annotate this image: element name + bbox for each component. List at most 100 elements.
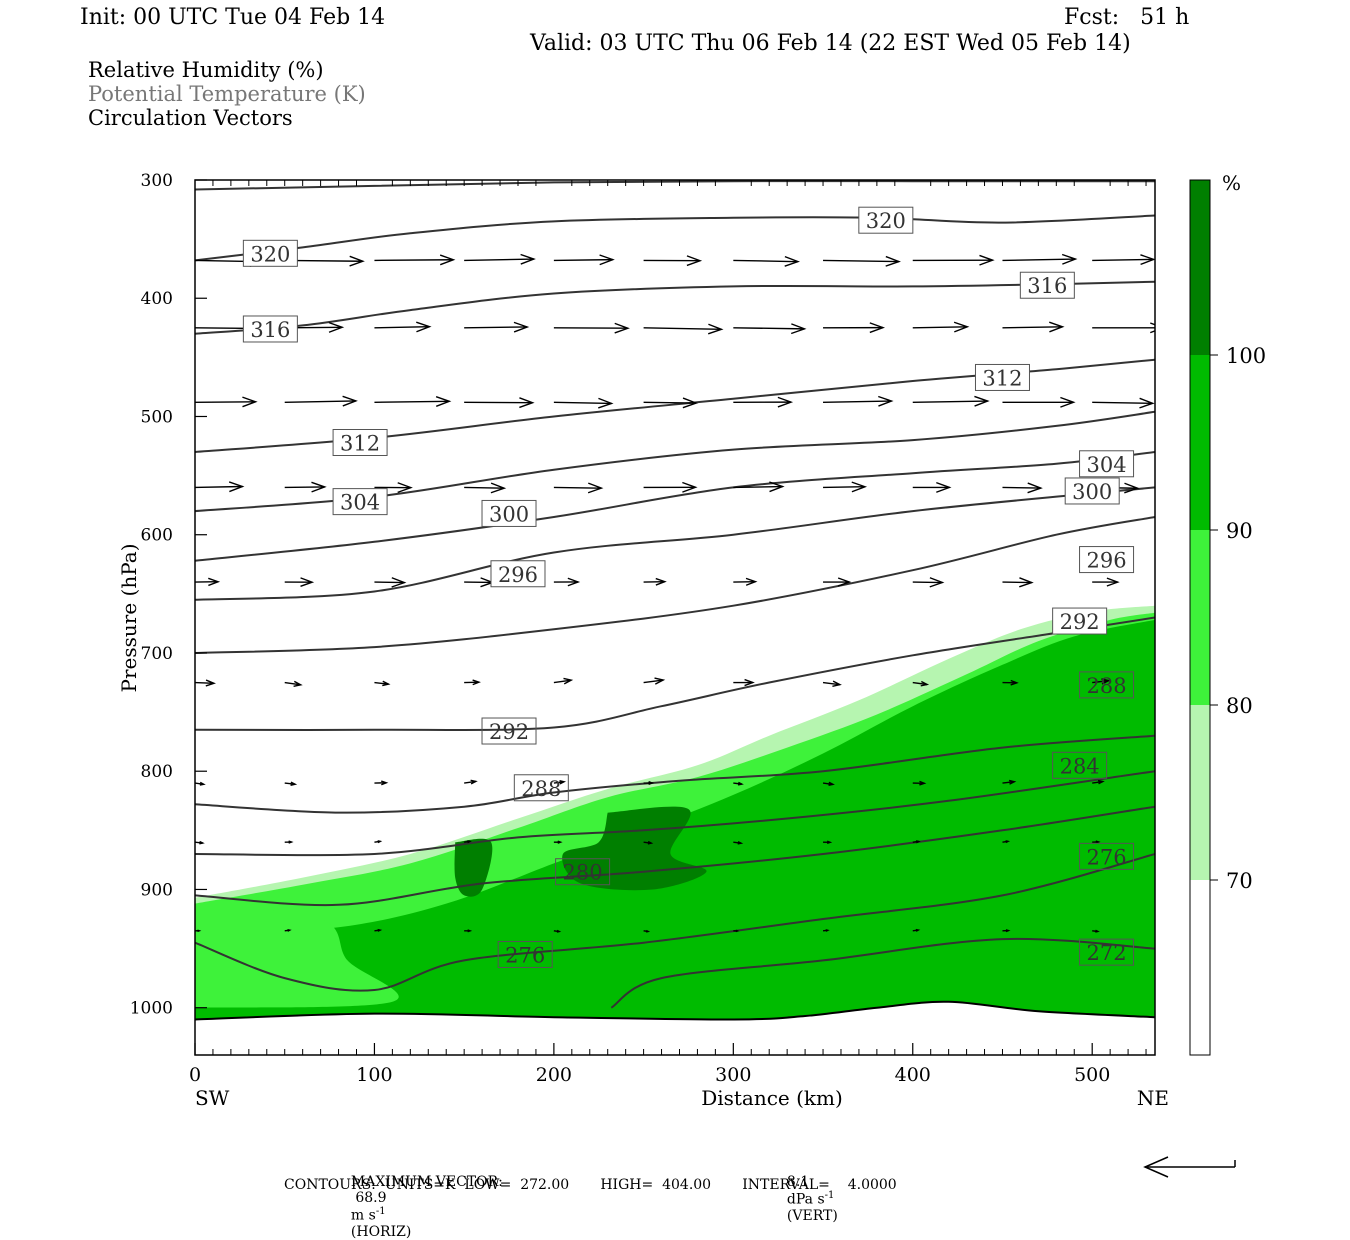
vector-arrow xyxy=(733,930,737,931)
vector-arrow xyxy=(1092,578,1117,586)
theta-label-312-0: 312 xyxy=(333,430,387,456)
svg-text:300: 300 xyxy=(1072,480,1112,504)
theta-label-300-1: 300 xyxy=(1065,478,1119,504)
vector-arrow xyxy=(733,578,755,585)
colorbar-segment-3 xyxy=(1190,355,1210,530)
colorbar-segment-1 xyxy=(1190,705,1210,880)
vector-arrow xyxy=(195,841,203,843)
horiz-unit: m s xyxy=(351,1208,376,1224)
vector-arrow xyxy=(464,780,476,784)
vector-arrow xyxy=(554,578,578,585)
svg-text:300: 300 xyxy=(489,502,529,526)
colorbar-segment-0 xyxy=(1190,880,1210,1055)
theta-label-304-0: 304 xyxy=(333,489,387,515)
vector-arrow xyxy=(285,681,301,686)
y-tick-label: 700 xyxy=(141,644,173,664)
theta-label-320-1: 320 xyxy=(859,207,913,233)
theta-label-272-0: 272 xyxy=(1080,939,1134,965)
svg-text:288: 288 xyxy=(521,777,561,801)
y-tick-label: 500 xyxy=(141,407,173,427)
vector-arrow xyxy=(374,255,453,265)
vector-arrow xyxy=(374,578,404,587)
vector-arrow xyxy=(913,396,988,406)
svg-text:284: 284 xyxy=(1060,754,1100,778)
vector-arrow xyxy=(823,681,840,686)
vector-arrow xyxy=(644,678,664,684)
vector-arrow xyxy=(374,397,449,407)
vector-arrow xyxy=(195,782,204,785)
theta-label-288-1: 288 xyxy=(1080,672,1134,698)
y-tick-label: 1000 xyxy=(130,999,173,1019)
theta-label-316-0: 316 xyxy=(243,316,297,342)
vector-arrow xyxy=(285,782,295,785)
theta-label-276-0: 276 xyxy=(498,941,552,967)
horiz-tag: (HORIZ) xyxy=(351,1224,411,1240)
horiz-exponent: -1 xyxy=(376,1206,386,1217)
x-end-label-left: SW xyxy=(195,1086,230,1110)
vector-arrow xyxy=(733,680,753,686)
y-tick-label: 400 xyxy=(141,289,173,309)
svg-text:292: 292 xyxy=(489,720,529,744)
colorbar-label: 90 xyxy=(1226,519,1253,543)
svg-text:320: 320 xyxy=(866,209,906,233)
theta-label-320-0: 320 xyxy=(243,240,297,266)
theta-label-296-0: 296 xyxy=(491,561,545,587)
colorbar-label: 100 xyxy=(1226,344,1266,368)
x-tick-label: 300 xyxy=(715,1064,751,1086)
svg-text:312: 312 xyxy=(982,366,1022,390)
vector-arrow xyxy=(554,483,601,493)
svg-text:296: 296 xyxy=(498,563,538,587)
vector-arrow xyxy=(913,578,943,587)
vector-arrow xyxy=(554,255,613,265)
vector-arrow xyxy=(285,578,312,586)
vector-arrow xyxy=(374,841,380,843)
x-tick-label: 500 xyxy=(1074,1064,1110,1086)
svg-text:276: 276 xyxy=(505,943,545,967)
vector-arrow xyxy=(644,324,722,334)
x-end-label-right: NE xyxy=(1137,1086,1169,1110)
vector-arrow xyxy=(913,255,993,265)
theta-label-300-0: 300 xyxy=(482,500,536,526)
x-tick-label: 100 xyxy=(356,1064,392,1086)
vector-arrow xyxy=(464,483,504,493)
y-tick-label: 300 xyxy=(141,171,173,191)
vector-arrow xyxy=(464,322,527,332)
svg-text:288: 288 xyxy=(1087,674,1127,698)
vector-arrow xyxy=(554,678,571,683)
y-tick-label: 900 xyxy=(141,880,173,900)
vector-arrow xyxy=(823,396,891,406)
theta-contour-320 xyxy=(195,216,1155,261)
theta-label-292-1: 292 xyxy=(1053,608,1107,634)
vector-arrow xyxy=(733,482,782,492)
theta-label-304-1: 304 xyxy=(1080,451,1134,477)
humidity-fill-layer xyxy=(195,606,1155,1055)
vector-arrow xyxy=(195,397,256,407)
vector-arrow xyxy=(1002,483,1040,493)
vector-arrow xyxy=(644,579,665,586)
vector-arrow xyxy=(374,781,386,785)
vector-arrow xyxy=(374,681,388,685)
vector-arrow xyxy=(195,578,218,585)
vector-arrow xyxy=(554,323,628,333)
vector-arrow xyxy=(464,398,532,408)
vector-arrow xyxy=(195,482,242,492)
vector-arrow xyxy=(1002,255,1075,265)
vector-arrow xyxy=(1092,323,1163,333)
vector-arrow xyxy=(644,483,696,493)
vector-arrow xyxy=(823,323,883,333)
vector-arrow xyxy=(1002,398,1073,408)
footer-contours: CONTOURS: UNITS=K LOW= 272.00 HIGH= 404.… xyxy=(284,1177,897,1193)
vector-arrow xyxy=(464,254,534,264)
vert-tag: (VERT) xyxy=(787,1208,838,1224)
footer-max-vector: MAXIMUM VECTOR: 68.9 m s-1 (HORIZ) xyxy=(342,1158,503,1240)
vector-arrow xyxy=(823,482,865,492)
svg-text:316: 316 xyxy=(1027,274,1067,298)
vector-arrow xyxy=(823,257,899,267)
vector-arrow xyxy=(554,398,612,408)
vector-arrow xyxy=(913,483,950,493)
svg-text:316: 316 xyxy=(250,318,290,342)
y-tick-label: 600 xyxy=(141,526,173,546)
reference-vector-arrow xyxy=(1145,1157,1235,1177)
theta-label-292-0: 292 xyxy=(482,718,536,744)
